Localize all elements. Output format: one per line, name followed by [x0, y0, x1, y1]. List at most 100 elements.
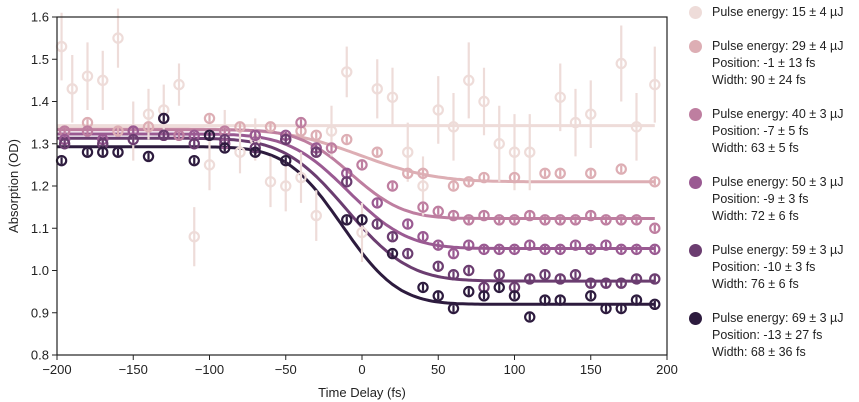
data-point	[630, 214, 643, 226]
marker	[478, 290, 490, 302]
data-point	[112, 125, 124, 137]
marker	[649, 222, 661, 234]
marker	[554, 91, 566, 103]
legend-text: Width: 63 ± 5 fs	[712, 141, 799, 155]
data-point	[203, 129, 216, 141]
data-point	[127, 133, 139, 146]
legend-text: Width: 90 ± 24 fs	[712, 73, 806, 87]
marker	[173, 78, 185, 91]
marker	[493, 243, 505, 256]
legend-text: Pulse energy: 15 ± 4 µJ	[712, 5, 844, 19]
data-point	[554, 167, 566, 180]
marker	[97, 146, 109, 158]
data-point	[554, 214, 566, 226]
marker	[554, 167, 566, 180]
data-point	[539, 269, 551, 281]
x-tick-label: 200	[656, 362, 678, 377]
marker	[264, 121, 277, 133]
data-point	[463, 176, 475, 188]
x-tick-label: −100	[195, 362, 224, 377]
marker	[142, 108, 155, 120]
marker	[524, 311, 536, 323]
marker	[341, 133, 353, 146]
data-point	[432, 260, 444, 272]
marker	[524, 209, 536, 222]
data-point	[493, 243, 505, 256]
data-point	[539, 167, 551, 180]
marker	[417, 281, 429, 294]
data-point	[615, 25, 627, 102]
marker	[600, 214, 612, 226]
legend-entry: Pulse energy: 40 ± 3 µJ Position: -7 ± 5 …	[686, 106, 859, 157]
data-point	[630, 294, 643, 306]
data-point	[600, 214, 612, 226]
y-tick-label: 0.9	[31, 305, 49, 320]
marker	[66, 83, 78, 95]
data-point	[493, 214, 505, 226]
data-point	[630, 273, 643, 285]
x-tick-label: −200	[42, 362, 71, 377]
y-tick-label: 1.5	[31, 52, 49, 67]
data-point	[524, 239, 536, 251]
marker	[585, 277, 597, 289]
marker	[649, 298, 661, 310]
marker	[325, 125, 338, 137]
x-tick-label: −150	[119, 362, 148, 377]
data-point	[386, 180, 399, 192]
marker	[539, 167, 551, 180]
legend-entry: Pulse energy: 69 ± 3 µJ Position: -13 ± 2…	[686, 310, 859, 361]
data-point	[295, 152, 307, 203]
y-tick-label: 1.3	[31, 136, 49, 151]
marker	[295, 116, 307, 129]
marker	[493, 214, 505, 226]
marker	[417, 180, 429, 192]
y-tick-label: 0.8	[31, 348, 49, 363]
legend-marker	[689, 6, 702, 19]
data-point	[463, 285, 475, 298]
data-point	[173, 63, 185, 106]
data-point	[524, 114, 536, 191]
data-point	[341, 133, 353, 146]
data-point	[188, 154, 200, 167]
legend-text: Position: -7 ± 5 fs	[712, 124, 809, 138]
marker	[554, 214, 566, 226]
marker	[112, 32, 124, 44]
marker	[478, 95, 490, 108]
marker	[264, 176, 277, 188]
marker	[615, 277, 627, 289]
data-point	[600, 277, 612, 289]
marker	[58, 138, 71, 150]
marker	[356, 226, 368, 239]
marker	[341, 176, 353, 188]
data-point	[600, 302, 612, 315]
y-tick-label: 1.6	[31, 10, 49, 25]
marker	[508, 290, 521, 302]
legend-text: Pulse energy: 29 ± 4 µJ	[712, 39, 844, 53]
data-point	[310, 146, 322, 158]
data-point	[219, 142, 231, 154]
legend-text: Width: 76 ± 6 fs	[712, 277, 799, 291]
data-point	[463, 264, 475, 277]
marker	[524, 273, 536, 285]
marker	[127, 133, 139, 146]
legend-text: Pulse energy: 40 ± 3 µJ	[712, 107, 844, 121]
legend-marker	[689, 176, 702, 189]
marker	[310, 146, 322, 158]
data-point	[630, 243, 643, 256]
y-tick-label: 1.4	[31, 94, 49, 109]
marker	[554, 294, 566, 306]
data-point	[112, 146, 124, 158]
marker	[493, 281, 505, 294]
marker	[585, 108, 597, 120]
marker	[447, 209, 460, 222]
marker	[341, 214, 353, 226]
x-axis-label: Time Delay (fs)	[318, 385, 406, 400]
data-point	[478, 243, 490, 256]
marker	[630, 294, 643, 306]
marker	[463, 285, 475, 298]
marker	[524, 239, 536, 251]
data-point	[615, 302, 627, 315]
data-point	[463, 42, 475, 119]
data-point	[188, 207, 200, 267]
marker	[539, 269, 551, 281]
